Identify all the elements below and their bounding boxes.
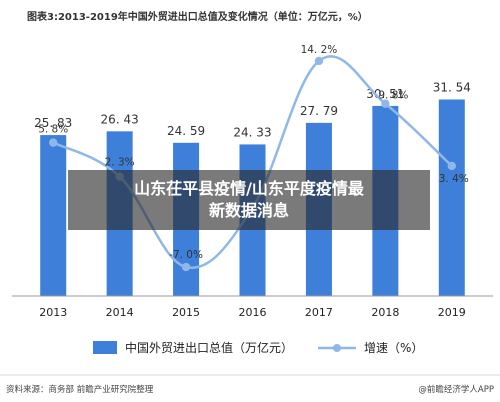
x-tick-2017: 2017	[305, 306, 333, 319]
bar-label-2019: 31. 54	[433, 81, 471, 95]
bar-label-2014: 26. 43	[101, 112, 139, 126]
headline-banner: 山东茌平县疫情/山东平度疫情最新数据消息	[68, 170, 430, 230]
headline-text: 山东茌平县疫情/山东平度疫情最新数据消息	[134, 179, 364, 220]
rate-label-2019: 3. 4%	[439, 173, 469, 185]
legend-bar-swatch	[93, 341, 117, 354]
legend-line-marker	[333, 344, 341, 352]
brand-credit: @前瞻经济学人APP	[418, 384, 494, 395]
x-tick-2015: 2015	[172, 306, 200, 319]
rate-label-2017: 14. 2%	[301, 44, 338, 56]
bar-2019	[438, 99, 465, 296]
rate-label-2018: 9. 8%	[378, 90, 408, 102]
legend-bar-label: 中国外贸进出口总值（万亿元）	[125, 340, 293, 355]
x-tick-2014: 2014	[106, 306, 134, 319]
x-tick-2018: 2018	[371, 306, 399, 319]
legend-line-label: 增速（%）	[364, 341, 423, 355]
x-tick-2019: 2019	[438, 306, 466, 319]
bar-label-2013: 25. 83	[34, 116, 72, 130]
rate-point-2019	[447, 161, 456, 171]
growth-rate-labels: 5. 8% 2. 3% -7. 0% 14. 2% 9. 8% 3. 4%	[38, 44, 469, 261]
legend: 中国外贸进出口总值（万亿元） 增速（%）	[93, 340, 423, 355]
bar-label-2016: 24. 33	[233, 125, 271, 139]
bar-label-2017: 27. 79	[300, 104, 338, 118]
rate-point-2018	[381, 99, 390, 108]
chart-title: 图表3:2013-2019年中国外贸进出口总值及变化情况（单位：万亿元，%）	[27, 10, 368, 23]
source-note: 资料来源：商务部 前瞻产业研究院整理	[6, 384, 154, 395]
bar-value-labels: 25. 83 26. 43 24. 59 24. 33 27. 79 30. 51 31. …	[34, 81, 471, 140]
x-tick-2016: 2016	[239, 306, 267, 319]
bar-label-2015: 24. 59	[167, 124, 205, 138]
rate-point-2017	[314, 56, 324, 66]
bar-label-2018: 30. 51	[366, 87, 404, 101]
rate-label-2015: -7. 0%	[169, 249, 203, 261]
rate-label-2013: 5. 8%	[38, 124, 68, 136]
rate-point-2015	[181, 262, 191, 272]
x-tick-2013: 2013	[39, 306, 67, 319]
rate-point-2013	[49, 138, 58, 147]
x-axis-ticks: 2013 2014 2015 2016 2017 2018 2019	[39, 306, 466, 319]
rate-label-2014: 2. 3%	[105, 157, 135, 169]
bar-2013	[40, 135, 67, 296]
